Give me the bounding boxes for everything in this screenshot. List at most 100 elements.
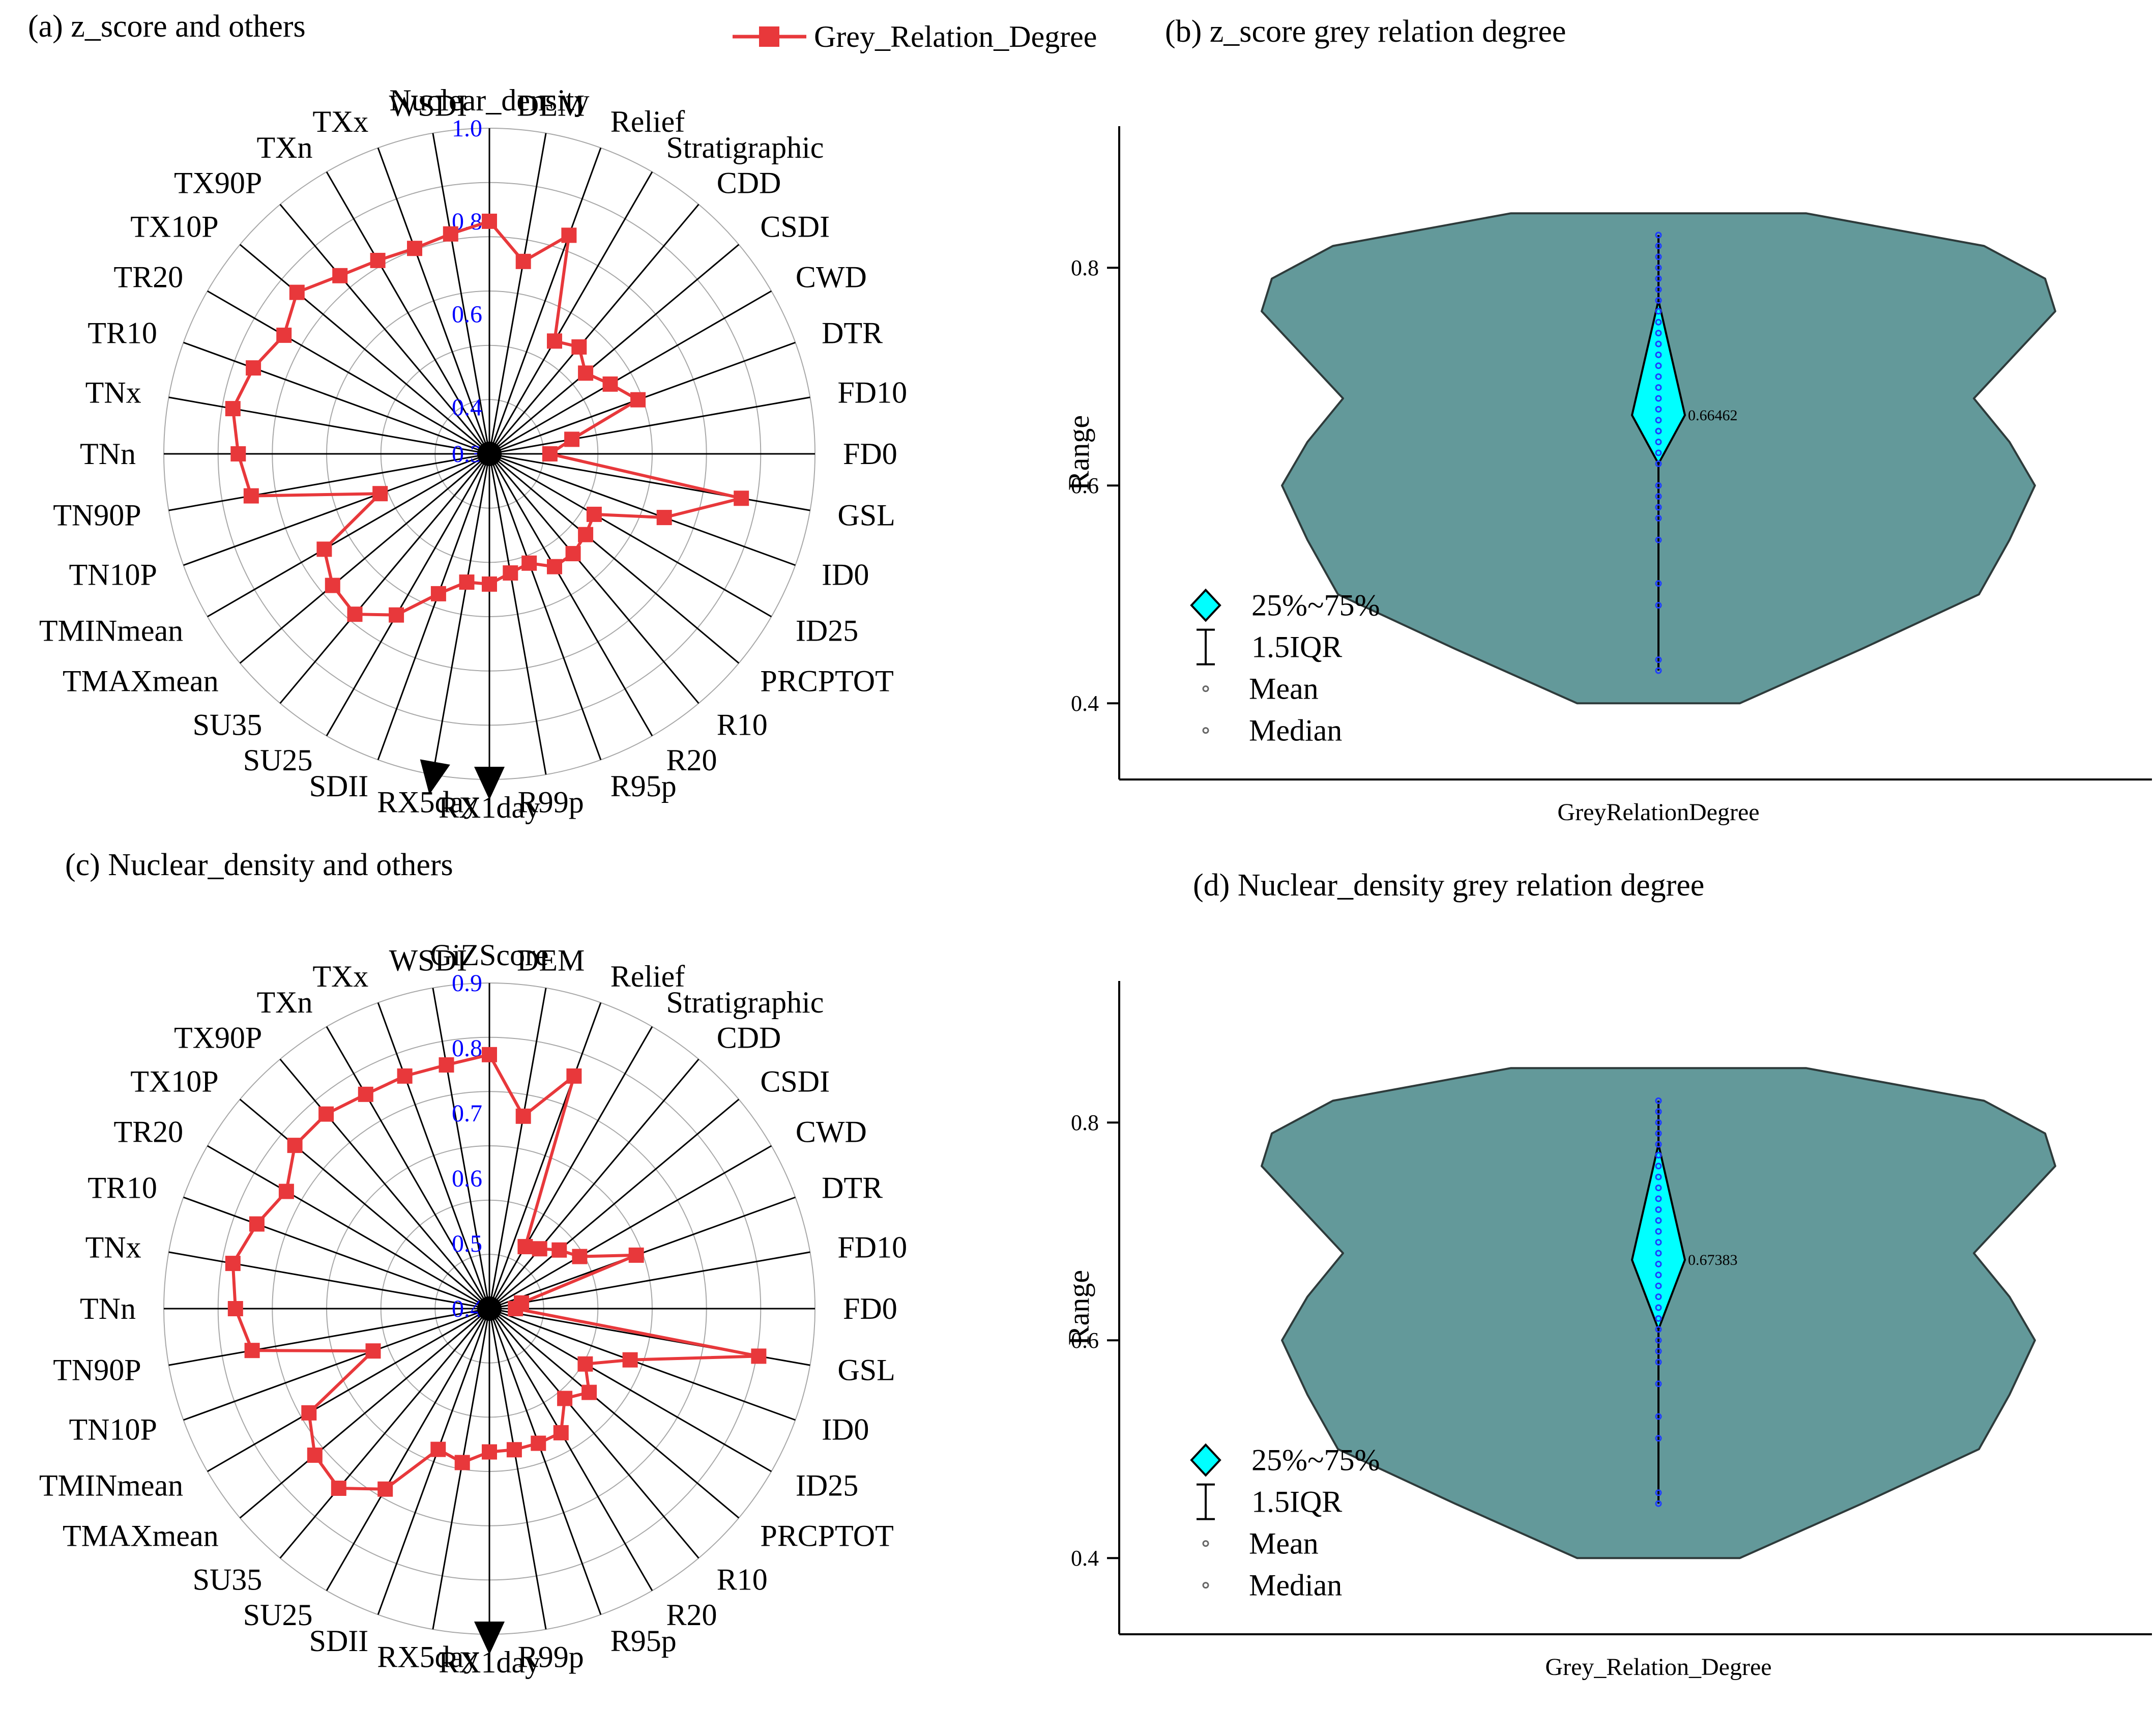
axis-arrow-head <box>474 1622 505 1655</box>
data-point <box>482 576 497 592</box>
spoke-axis <box>488 1308 700 1559</box>
data-point <box>246 360 261 376</box>
spoke-label: TMINmean <box>39 614 183 648</box>
data-point <box>1655 1228 1662 1235</box>
data-point <box>751 1348 767 1364</box>
spoke-label: TMINmean <box>39 1469 183 1502</box>
spoke-axis <box>489 453 772 618</box>
spoke-label: TNx <box>85 375 141 409</box>
spoke-axis <box>432 133 490 454</box>
data-point <box>586 506 602 522</box>
legend-median-icon <box>1202 1582 1209 1589</box>
spoke-axis <box>183 1308 490 1421</box>
data-point <box>547 333 562 349</box>
spoke-label: TNn <box>80 1292 136 1325</box>
data-point <box>407 241 422 256</box>
spoke-axis <box>488 988 547 1309</box>
radial-tick-label: 0.6 <box>452 301 482 328</box>
spoke-label: CSDI <box>760 210 830 243</box>
spoke-axis <box>183 341 490 455</box>
iqr-diamond <box>1630 300 1686 466</box>
data-point <box>1655 319 1662 326</box>
spoke-label: SU25 <box>243 1598 313 1632</box>
data-point <box>1655 656 1662 663</box>
data-point <box>1655 1173 1662 1180</box>
spoke-axis <box>489 453 810 511</box>
data-point <box>325 577 340 593</box>
data-point <box>365 1343 381 1359</box>
spoke-axis <box>488 453 547 775</box>
spoke-axis <box>326 453 490 737</box>
data-point <box>656 510 672 526</box>
spoke-label: DTR <box>822 316 883 350</box>
data-point <box>1655 667 1662 674</box>
spoke-label: ID25 <box>796 614 858 648</box>
spoke-label: CWD <box>796 1115 867 1149</box>
data-point <box>565 546 581 562</box>
spoke-axis <box>489 1308 796 1421</box>
data-point <box>1655 1195 1662 1202</box>
data-point <box>517 1239 533 1255</box>
spoke-label: FD0 <box>843 437 897 471</box>
data-point <box>577 1356 593 1372</box>
mean-value-label: 0.66462 <box>1688 407 1738 424</box>
spoke-label: Relief <box>610 960 685 993</box>
y-tick-label: 0.8 <box>1071 255 1099 280</box>
spoke-label: R99p <box>518 1640 584 1673</box>
spoke-label: TN90P <box>53 1353 141 1387</box>
spoke-label: TX90P <box>174 1021 262 1055</box>
spoke-label: SDII <box>309 769 369 803</box>
data-point <box>439 1057 454 1073</box>
data-point <box>553 1425 569 1440</box>
spoke-label: FD0 <box>843 1292 897 1325</box>
data-point <box>243 488 259 504</box>
data-point <box>1655 1119 1662 1126</box>
spoke-label: R95p <box>610 1624 677 1658</box>
spoke-label: Nuclear_density <box>389 83 589 117</box>
data-point <box>289 284 305 300</box>
spoke-axis <box>279 1308 490 1559</box>
legend-mean-label: Mean <box>1249 1527 1319 1560</box>
top-legend: Grey_Relation_Degree <box>733 20 1097 53</box>
legend-mean-icon <box>1202 685 1209 692</box>
spoke-label: TX10P <box>130 210 218 243</box>
spoke-axis <box>488 1308 602 1615</box>
data-point <box>1655 330 1662 337</box>
spoke-axis <box>279 1058 490 1309</box>
data-point <box>1655 1184 1662 1192</box>
spoke-axis <box>488 148 602 454</box>
radial-tick-label: 0.4 <box>452 1295 482 1322</box>
spoke-label: Relief <box>610 105 685 138</box>
spoke-axis <box>168 1308 490 1366</box>
data-point <box>225 1256 241 1271</box>
data-point <box>482 213 497 229</box>
data-point <box>1655 1293 1662 1300</box>
spoke-label: TR10 <box>88 1171 157 1204</box>
data-point <box>249 1216 265 1232</box>
spoke-label: TR10 <box>88 316 157 350</box>
spoke-axis <box>489 1308 740 1519</box>
spoke-label: TXn <box>257 131 313 164</box>
radial-tick-label: 1.0 <box>452 115 482 142</box>
data-point <box>482 1047 497 1062</box>
data-point <box>278 1183 294 1199</box>
data-point <box>1655 1260 1662 1267</box>
spoke-axis <box>489 1308 772 1472</box>
data-point <box>1655 602 1662 609</box>
spoke-axis <box>488 204 700 454</box>
spoke-axis <box>207 1308 490 1472</box>
data-point <box>1655 1217 1662 1224</box>
legend-square-marker <box>759 26 779 47</box>
spoke-label: SU35 <box>193 1563 263 1596</box>
spoke-label: TXx <box>312 960 368 993</box>
data-point <box>557 1391 573 1406</box>
legend-label: Grey_Relation_Degree <box>814 20 1097 53</box>
spoke-label: TMAXmean <box>63 1519 219 1553</box>
radar-center <box>477 1296 502 1321</box>
data-point <box>1655 242 1662 249</box>
data-point <box>347 606 363 622</box>
spoke-axis <box>489 396 810 455</box>
data-point <box>1655 1206 1662 1213</box>
data-point <box>1655 449 1662 456</box>
